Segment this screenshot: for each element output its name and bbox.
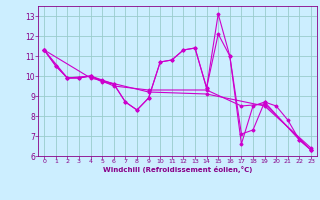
- X-axis label: Windchill (Refroidissement éolien,°C): Windchill (Refroidissement éolien,°C): [103, 166, 252, 173]
